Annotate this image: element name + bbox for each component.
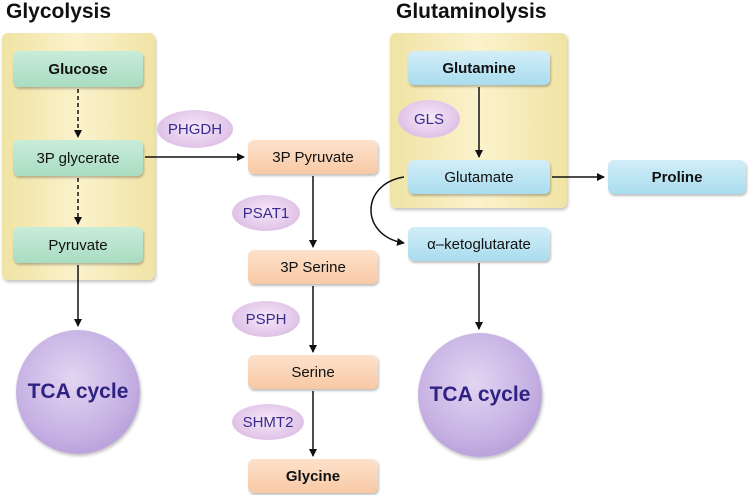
gls-enzyme: GLS <box>398 100 460 138</box>
proline-node: Proline <box>608 160 746 194</box>
glutamate-node: Glutamate <box>408 160 550 194</box>
tca-cycle-right: TCA cycle <box>418 333 542 457</box>
alpha-ketoglutarate-node: α–ketoglutarate <box>408 227 550 261</box>
tca-cycle-left: TCA cycle <box>16 330 140 454</box>
shmt2-enzyme: SHMT2 <box>232 404 304 440</box>
glutaminolysis-title: Glutaminolysis <box>396 0 547 23</box>
serine-3p-node: 3P Serine <box>248 250 378 284</box>
glycolysis-title: Glycolysis <box>6 0 112 23</box>
glucose-node: Glucose <box>13 51 143 87</box>
glycerate-3p-node: 3P glycerate <box>13 140 143 176</box>
glutamine-node: Glutamine <box>408 51 550 85</box>
psph-enzyme: PSPH <box>232 301 300 337</box>
phgdh-enzyme: PHGDH <box>157 110 233 148</box>
pyruvate-node: Pyruvate <box>13 227 143 263</box>
pyruvate-3p-node: 3P Pyruvate <box>248 140 378 174</box>
glycine-node: Glycine <box>248 459 378 493</box>
serine-node: Serine <box>248 355 378 389</box>
glutamate-to-akg-arrow <box>370 176 405 246</box>
psat1-enzyme: PSAT1 <box>232 195 300 231</box>
